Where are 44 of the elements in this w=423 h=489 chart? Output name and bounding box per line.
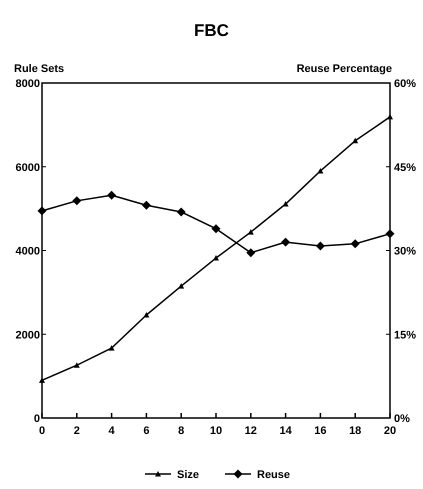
y2-tick-label: 45% [394, 162, 416, 174]
point [178, 283, 184, 289]
x-tick-label: 14 [279, 425, 293, 437]
x-tick-label: 2 [74, 425, 80, 437]
y2-tick-label: 15% [394, 329, 416, 342]
point [213, 255, 219, 261]
x-tick-label: 12 [244, 425, 257, 437]
point [38, 206, 46, 216]
point [74, 362, 80, 368]
y-tick-label: 2000 [16, 329, 40, 342]
x-tick-label: 6 [143, 425, 150, 437]
x-tick-label: 16 [314, 425, 327, 437]
point [248, 229, 254, 235]
point [143, 312, 150, 318]
y-tick-label: 0 [34, 413, 40, 425]
point [386, 229, 394, 238]
point [350, 239, 360, 248]
point [212, 224, 220, 234]
legend-label: Reuse [257, 469, 290, 481]
x-tick-label: 10 [210, 425, 222, 437]
y-tick-label: 6000 [16, 162, 40, 174]
point [72, 196, 82, 206]
point [352, 138, 358, 144]
point [316, 242, 325, 251]
y2-tick-label: 0% [394, 413, 410, 425]
x-tick-label: 4 [108, 425, 116, 437]
point [176, 207, 186, 216]
x-tick-label: 8 [178, 425, 184, 437]
y2-tick-label: 60% [394, 78, 416, 90]
point [107, 190, 116, 200]
point [246, 248, 256, 258]
y-tick-label: 4000 [16, 246, 40, 258]
legend-label: Size [177, 469, 200, 481]
point [281, 238, 290, 247]
y2-axis-title: Reuse Percentage [296, 63, 392, 75]
y2-tick-label: 30% [394, 246, 416, 258]
x-tick-label: 20 [384, 425, 396, 437]
point [142, 200, 151, 210]
x-tick-label: 18 [349, 425, 362, 437]
point [108, 345, 115, 351]
point [282, 201, 289, 207]
y-axis-title: Rule Sets [14, 63, 64, 75]
y-tick-label: 8000 [16, 78, 40, 90]
chart-title: FBC [194, 21, 229, 40]
